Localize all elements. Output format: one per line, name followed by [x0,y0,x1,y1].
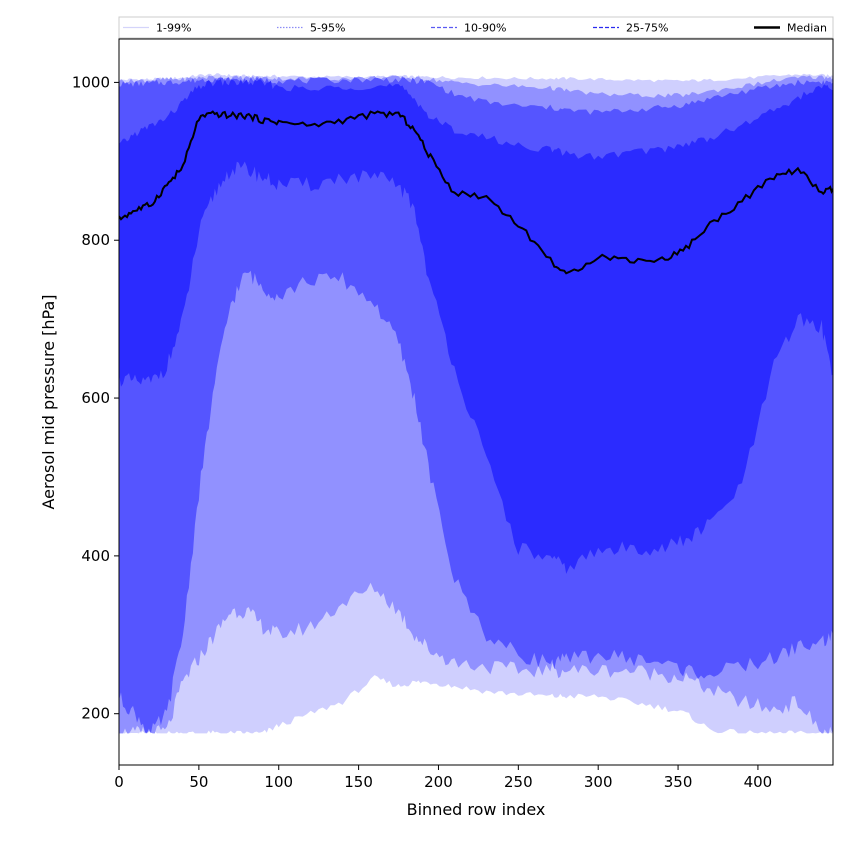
plot-axes [118,38,834,766]
band-25-75pct [119,79,833,574]
x-tick-label: 150 [344,773,373,791]
y-tick-label: 600 [81,389,110,407]
x-axis-title: Binned row index [407,800,546,819]
x-tick-label: 100 [264,773,293,791]
percentile-bands [119,73,833,734]
x-tick-label: 400 [744,773,773,791]
legend-box [118,16,834,39]
x-axis-ticks: 0 50 100 150 200 250 300 350 400 [114,765,772,791]
legend-label: Median [787,22,827,35]
y-axis-ticks: 200 400 600 800 1000 [72,73,119,723]
x-tick-label: 200 [424,773,453,791]
y-tick-label: 400 [81,547,110,565]
y-tick-label: 200 [81,705,110,723]
y-tick-label: 800 [81,231,110,249]
legend-label: 25-75% [626,22,668,35]
median-series [119,110,833,275]
x-tick-label: 350 [664,773,693,791]
median-line [119,110,833,275]
x-tick-label: 50 [189,773,208,791]
x-tick-label: 0 [114,773,124,791]
legend-label: 5-95% [310,22,345,35]
x-tick-label: 300 [584,773,613,791]
y-axis-title: Aerosol mid pressure [hPa] [39,294,58,509]
legend-label: 10-90% [464,22,506,35]
x-tick-label: 250 [504,773,533,791]
y-tick-label: 1000 [72,73,110,91]
chart-legend: 1-99% 5-95% 10-90% 25-75% Median [118,16,834,39]
plot-frame [118,38,834,766]
legend-label: 1-99% [156,22,191,35]
